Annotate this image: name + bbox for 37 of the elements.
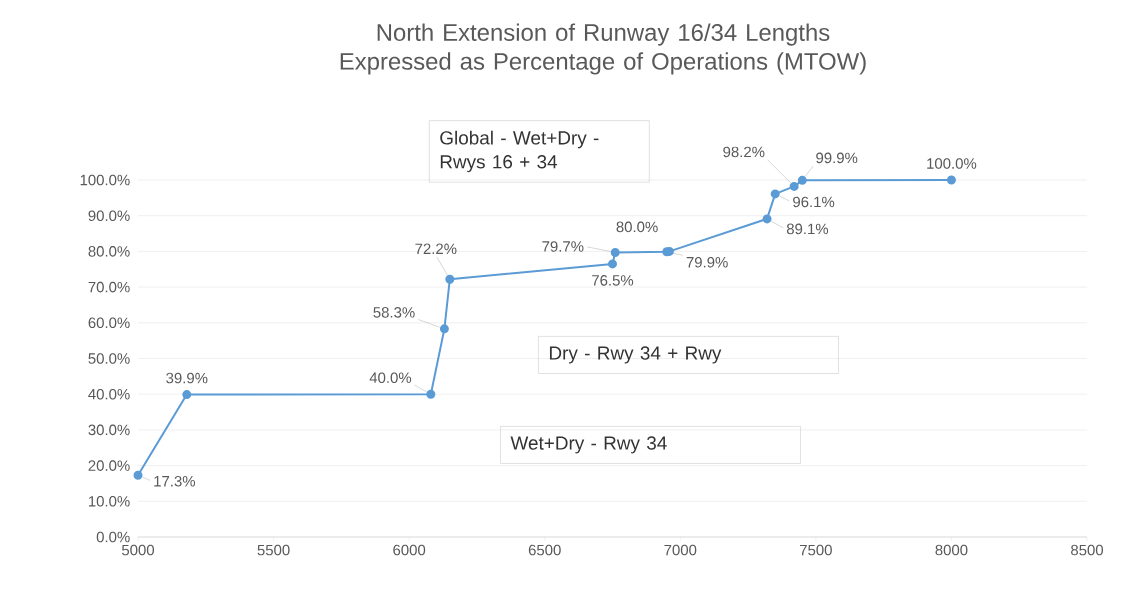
chart-title: North Extension of Runway 16/34 Lengths Expressed as Percentage of Operations (MTOW) [340, 23, 866, 75]
data-label: 99.9% [816, 152, 858, 164]
x-tick-label: 5000 [121, 544, 155, 556]
data-label: 40.0% [369, 372, 412, 383]
data-label: 98.2% [723, 146, 765, 158]
y-tick-label: 80.0% [88, 246, 130, 257]
data-label: 72.2% [415, 243, 457, 255]
annotation: Wet+Dry - Rwy 34 [510, 436, 667, 454]
data-label: 39.9% [166, 372, 208, 384]
annotation: Dry - Rwy 34 + Rwy [549, 346, 722, 364]
x-tick-label: 8000 [935, 544, 968, 556]
data-label: 17.3% [154, 475, 196, 487]
y-tick-label: 40.0% [88, 388, 130, 400]
data-label: 80.0% [616, 221, 658, 233]
data-label: 100.0% [927, 158, 977, 169]
y-tick-label: 20.0% [88, 460, 130, 471]
data-label: 96.1% [793, 196, 835, 208]
x-tick-label: 8500 [1071, 544, 1104, 556]
y-tick-label: 100.0% [80, 174, 130, 186]
data-label: 89.1% [786, 223, 829, 235]
y-tick-label: 60.0% [88, 317, 130, 329]
data-label: 79.7% [542, 241, 584, 252]
y-tick-label: 90.0% [88, 210, 130, 221]
y-tick-label: 30.0% [88, 424, 130, 436]
y-tick-label: 10.0% [88, 496, 130, 507]
x-tick-label: 6500 [528, 544, 561, 556]
data-label: 58.3% [373, 307, 415, 318]
x-tick-label: 6000 [393, 544, 426, 556]
x-tick-label: 5500 [257, 544, 290, 556]
y-tick-label: 70.0% [88, 281, 130, 293]
text: Global - Wet+Dry - Rwys 16 + 34 [440, 130, 599, 173]
y-tick-label: 50.0% [88, 353, 130, 364]
data-label: 76.5% [592, 275, 634, 286]
x-tick-label: 7000 [664, 544, 697, 556]
x-tick-label: 7500 [800, 544, 832, 556]
y-tick-label: 0.0% [96, 531, 130, 543]
data-label: 79.9% [686, 256, 728, 268]
